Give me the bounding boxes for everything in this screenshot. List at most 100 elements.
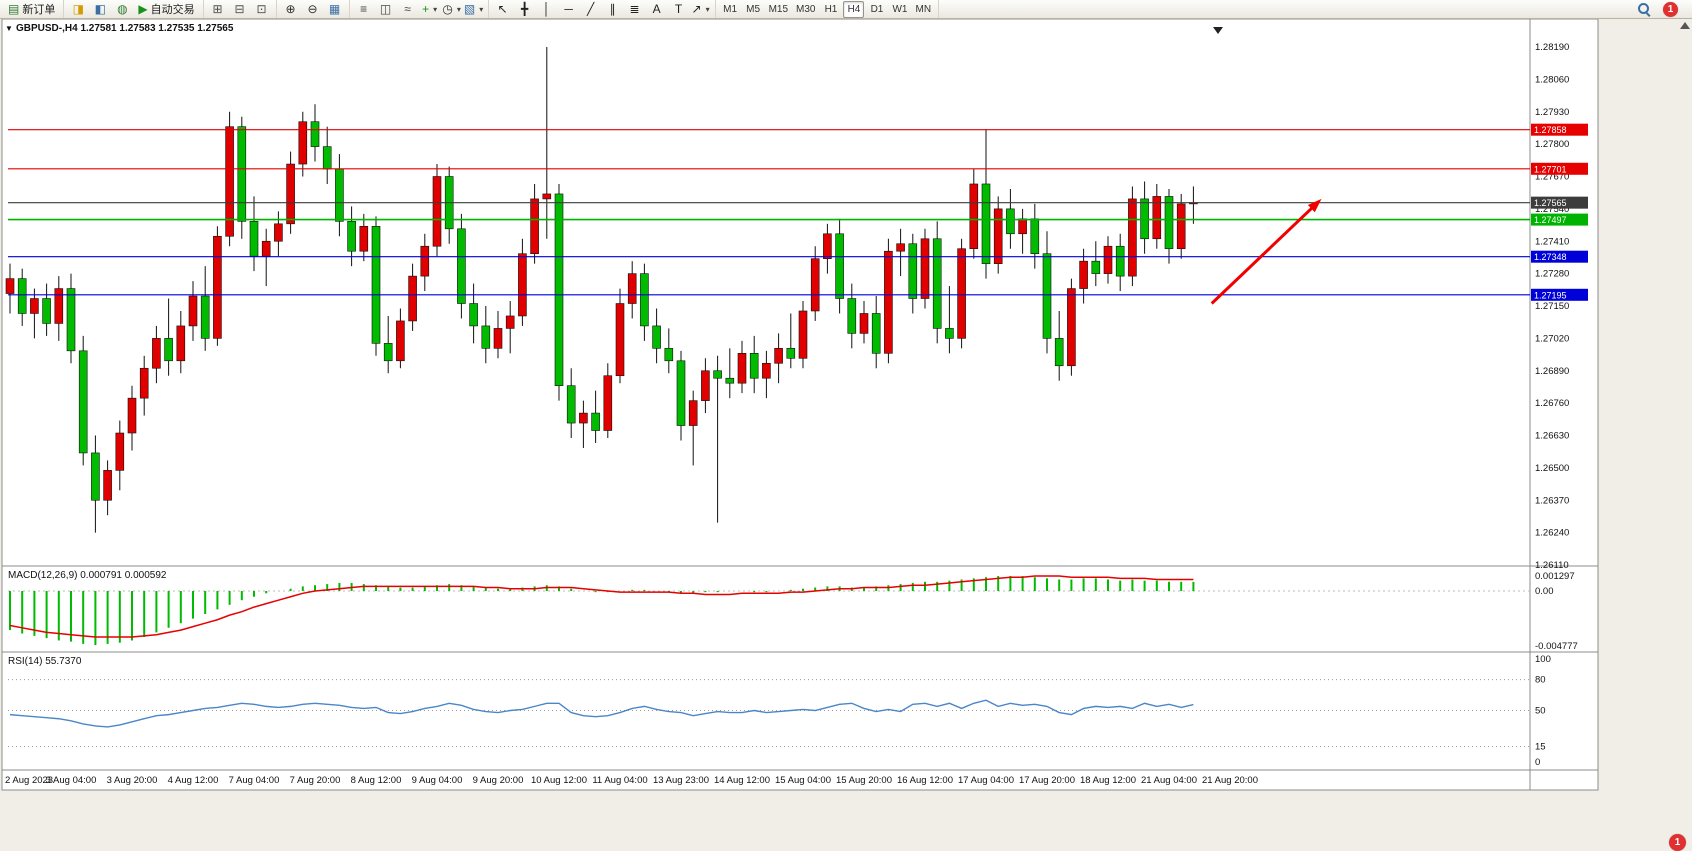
rsi-line <box>9 699 1194 728</box>
new-chart-icon[interactable]: ⊞ <box>208 1 228 18</box>
candle-body <box>920 238 930 299</box>
time-tick-label: 7 Aug 04:00 <box>229 775 280 786</box>
navigator-icon[interactable]: ◧ <box>90 1 110 18</box>
windows-group: ⊞ ⊟ ⊡ <box>204 0 277 18</box>
candle-body <box>347 221 356 252</box>
templates-dropdown[interactable]: ▧ ▾ <box>464 1 484 18</box>
candle-body <box>725 377 735 384</box>
horizontal-line-icon[interactable]: ─ <box>559 1 579 18</box>
price-tick-label: 1.27150 <box>1535 301 1569 312</box>
rsi-tick-label: 50 <box>1535 706 1546 717</box>
candle-body <box>835 233 844 299</box>
candle-body <box>213 235 222 339</box>
timeframe-m5[interactable]: M5 <box>743 1 764 18</box>
candle-body <box>530 198 539 255</box>
add-indicators-dropdown[interactable]: + ▾ <box>420 1 440 18</box>
trend-arrow-head[interactable] <box>1307 198 1322 213</box>
hline-1.27858[interactable]: 1.27858 <box>8 123 1588 136</box>
notification-badge[interactable]: 1 <box>1663 1 1678 17</box>
candle-body <box>115 432 125 471</box>
zoom-in-icon[interactable]: ⊕ <box>281 1 301 18</box>
market-watch-icon[interactable]: ◨ <box>68 1 88 18</box>
timeframe-h1[interactable]: H1 <box>820 1 841 18</box>
candle-body <box>676 360 686 426</box>
candle-body <box>152 338 161 369</box>
timeframe-d1[interactable]: D1 <box>866 1 887 18</box>
tile-windows-icon: ▦ <box>328 2 341 16</box>
vertical-line-icon[interactable]: │ <box>537 1 557 18</box>
arrows-dropdown[interactable]: ↗ ▾ <box>691 1 711 18</box>
terminal-icon[interactable]: ◍ <box>112 1 132 18</box>
one-click-collapse-icon[interactable]: ▼ <box>5 24 13 33</box>
candle-body <box>896 243 905 252</box>
candle-body <box>420 245 430 277</box>
candle-body <box>664 348 674 362</box>
candle-body <box>871 313 881 354</box>
autotrading-button[interactable]: ▶ 自动交易 <box>134 1 198 18</box>
price-tick-label: 1.26500 <box>1535 463 1569 474</box>
rsi-label: RSI(14) 55.7370 <box>8 656 82 667</box>
hline-1.27701[interactable]: 1.27701 <box>8 162 1588 175</box>
time-tick-label: 21 Aug 04:00 <box>1141 775 1197 786</box>
crosshair-icon[interactable]: ╋ <box>515 1 535 18</box>
candle-body <box>469 303 478 327</box>
candlestick-chart-icon[interactable]: ◫ <box>376 1 396 18</box>
terminal-icon: ◍ <box>117 2 128 16</box>
timeframe-m15[interactable]: M15 <box>766 1 791 18</box>
zoom-out-icon[interactable]: ⊖ <box>303 1 323 18</box>
chart-window[interactable] <box>1 18 1599 791</box>
timeframe-m1[interactable]: M1 <box>720 1 741 18</box>
hline-1.27497[interactable]: 1.27497 <box>8 213 1588 226</box>
candle-body <box>688 400 698 426</box>
candle-body <box>810 258 820 312</box>
timeframe-mn[interactable]: MN <box>912 1 934 18</box>
text-label-icon[interactable]: T <box>669 1 689 18</box>
search-button[interactable] <box>1634 1 1654 18</box>
text-icon[interactable]: A <box>647 1 667 18</box>
price-tag-label: 1.27858 <box>1534 125 1567 135</box>
hline-1.27195[interactable]: 1.27195 <box>8 288 1588 301</box>
chart-list-icon[interactable]: ⊟ <box>230 1 250 18</box>
candle-body <box>200 295 210 339</box>
new-order-button[interactable]: ▤ 新订单 <box>4 1 59 18</box>
trend-arrow-shaft[interactable] <box>1210 203 1317 305</box>
time-tick-label: 4 Aug 12:00 <box>168 775 219 786</box>
candle-body <box>237 126 247 222</box>
macd-panel: 0.001297 0.00 -0.004777 MACD(12,26,9) 0.000… <box>8 570 1578 652</box>
candle-body <box>1176 203 1186 250</box>
bottom-notification-badge[interactable]: 1 <box>1669 834 1686 851</box>
fibonacci-icon[interactable]: ≣ <box>625 1 645 18</box>
candle-body <box>383 343 393 362</box>
price-tick-label: 1.28190 <box>1535 42 1569 53</box>
scroll-up-icon[interactable] <box>1680 22 1690 29</box>
timeframe-w1[interactable]: W1 <box>889 1 910 18</box>
channel-icon[interactable]: ∥ <box>603 1 623 18</box>
candle-body <box>335 168 344 222</box>
price-tick-label: 1.27280 <box>1535 269 1569 280</box>
line-chart-icon[interactable]: ≈ <box>398 1 418 18</box>
price-tick-label: 1.26240 <box>1535 528 1569 539</box>
navigator-icon: ◧ <box>94 2 107 16</box>
timeframe-h4[interactable]: H4 <box>843 0 865 18</box>
price-tick-label: 1.27540 <box>1535 204 1569 215</box>
hline-1.27348[interactable]: 1.27348 <box>8 250 1588 263</box>
trend-arrow[interactable] <box>1210 198 1322 305</box>
candle-body <box>908 243 918 299</box>
candle-body <box>298 121 308 165</box>
hline-1.27565[interactable]: 1.27565 <box>8 196 1588 209</box>
new-chart-icon: ⊞ <box>212 2 223 16</box>
main-toolbar: ▤ 新订单 ◨ ◧ ◍ ▶ 自动交易 ⊞ ⊟ ⊡ ⊕ ⊖ ▦ ≡ ◫ ≈ + ▾ ◷ ▾ ▧ ▾ ↖ ╋ │ ─ ╱ ∥ ≣ A T ↗ ▾ M1… <box>0 0 1692 19</box>
timeframe-m30[interactable]: M30 <box>793 1 818 18</box>
price-tick-label: 1.27410 <box>1535 236 1569 247</box>
bar-chart-icon[interactable]: ≡ <box>354 1 374 18</box>
tile-windows-icon[interactable]: ▦ <box>325 1 345 18</box>
cursor-icon[interactable]: ↖ <box>493 1 513 18</box>
chart-shift-icon[interactable]: ⊡ <box>252 1 272 18</box>
time-tick-label: 2 Aug 2023 <box>5 775 53 786</box>
periods-dropdown[interactable]: ◷ ▾ <box>442 1 462 18</box>
periods-dropdown-caret: ▾ <box>456 4 461 14</box>
macd-tick-label: -0.004777 <box>1535 641 1578 652</box>
candle-body <box>969 183 979 250</box>
trendline-icon[interactable]: ╱ <box>581 1 601 18</box>
